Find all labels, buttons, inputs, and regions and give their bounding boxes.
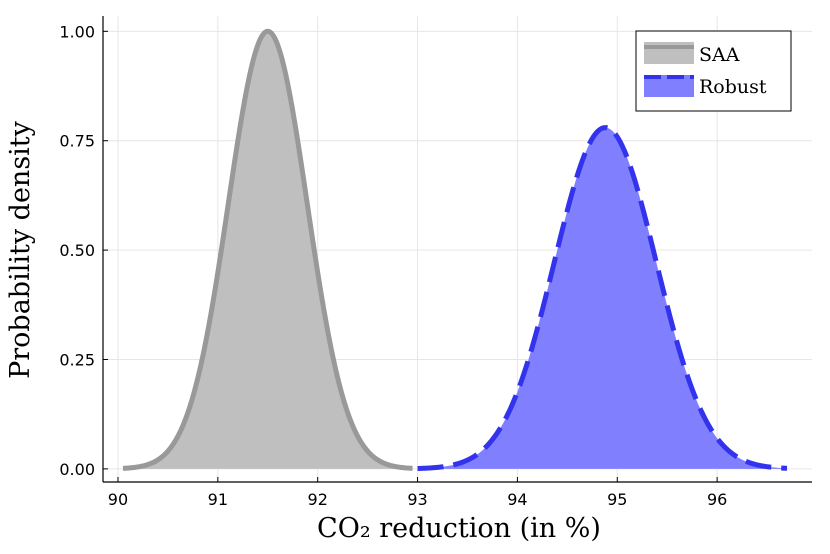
x-tick-label: 91 xyxy=(208,490,228,509)
x-tick-label: 90 xyxy=(108,490,128,509)
series-layer xyxy=(121,28,788,471)
x-tick-label: 94 xyxy=(507,490,527,509)
x-tick-label: 96 xyxy=(707,490,727,509)
series-area-saa xyxy=(122,31,413,469)
series-area-robust xyxy=(417,127,788,469)
x-axis-title: CO₂ reduction (in %) xyxy=(317,513,601,544)
x-tick-label: 93 xyxy=(407,490,427,509)
x-tick-label: 92 xyxy=(308,490,328,509)
x-tick-label: 95 xyxy=(607,490,627,509)
y-tick-label: 0.25 xyxy=(59,350,95,369)
legend-label-saa: SAA xyxy=(699,44,740,66)
y-tick-label: 0.00 xyxy=(59,460,95,479)
y-tick-label: 1.00 xyxy=(59,22,95,41)
legend-label-robust: Robust xyxy=(699,76,767,98)
legend: SAA Robust xyxy=(635,30,792,112)
legend-swatch-robust xyxy=(644,75,694,97)
y-tick-label: 0.75 xyxy=(59,132,95,151)
y-axis-title: Probability density xyxy=(5,120,36,379)
tick-labels: 90 91 92 93 94 95 96 0.00 0.25 0.50 0.75 1.00 xyxy=(59,22,727,509)
series-line-robust xyxy=(416,125,788,471)
series-line-saa xyxy=(121,28,414,471)
axes xyxy=(102,16,812,483)
y-tick-label: 0.50 xyxy=(59,241,95,260)
